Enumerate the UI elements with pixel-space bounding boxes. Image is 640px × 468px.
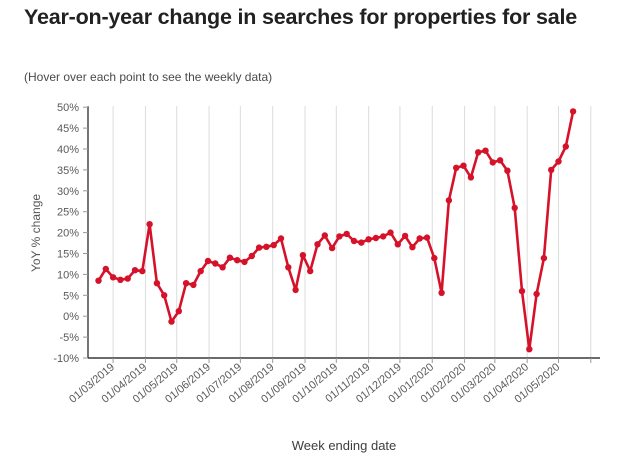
y-axis-ticks: -10% -5% 0% 5% 10% 15% 20% 25% 30% 35% 40% 45% 50% <box>53 102 88 365</box>
data-points <box>95 108 577 353</box>
data-point[interactable] <box>533 290 540 298</box>
data-point[interactable] <box>511 204 518 212</box>
data-point[interactable] <box>168 318 175 325</box>
data-point[interactable] <box>460 162 467 169</box>
data-line <box>97 110 575 351</box>
data-point[interactable] <box>153 280 161 287</box>
data-point[interactable] <box>540 254 548 262</box>
data-point[interactable] <box>270 241 277 249</box>
data-point[interactable] <box>307 267 314 275</box>
y-tick-label: 15% <box>57 249 79 261</box>
data-point[interactable] <box>569 108 577 115</box>
data-point[interactable] <box>292 286 299 294</box>
chart-subtitle: (Hover over each point to see the weekly… <box>24 70 273 84</box>
data-point[interactable] <box>372 234 380 242</box>
data-point[interactable] <box>241 258 248 266</box>
data-point[interactable] <box>555 158 562 165</box>
data-point[interactable] <box>321 232 328 239</box>
data-point[interactable] <box>350 237 358 245</box>
data-point[interactable] <box>401 232 409 240</box>
data-point[interactable] <box>394 241 401 248</box>
data-point[interactable] <box>504 167 511 174</box>
data-point[interactable] <box>139 267 146 275</box>
y-tick-label: 30% <box>57 186 79 198</box>
y-tick-label: 35% <box>57 165 79 177</box>
data-point[interactable] <box>161 292 168 299</box>
data-point[interactable] <box>124 275 131 282</box>
data-point[interactable] <box>226 254 234 261</box>
gridlines <box>112 106 592 358</box>
data-point[interactable] <box>95 277 102 284</box>
data-point[interactable] <box>562 143 569 150</box>
data-point[interactable] <box>489 159 496 166</box>
data-point[interactable] <box>182 280 190 287</box>
data-point[interactable] <box>277 235 285 242</box>
data-point[interactable] <box>496 157 504 164</box>
data-point[interactable] <box>197 267 204 275</box>
data-point[interactable] <box>467 174 475 181</box>
data-point[interactable] <box>255 244 263 251</box>
data-point[interactable] <box>146 221 153 228</box>
data-point[interactable] <box>438 289 445 296</box>
data-point[interactable] <box>328 244 336 252</box>
data-point[interactable] <box>343 230 350 238</box>
data-point[interactable] <box>175 308 182 315</box>
data-point[interactable] <box>190 281 197 289</box>
y-tick-label: -5% <box>59 332 79 344</box>
axes <box>87 106 600 359</box>
data-point[interactable] <box>248 252 255 260</box>
x-axis-ticks: 01/03/201901/04/201901/05/201901/06/2019… <box>67 358 592 406</box>
data-point[interactable] <box>212 260 219 267</box>
data-point[interactable] <box>482 147 489 154</box>
data-point[interactable] <box>219 264 226 271</box>
data-point[interactable] <box>109 274 117 281</box>
data-point[interactable] <box>358 239 365 246</box>
x-axis-title: Week ending date <box>292 438 397 453</box>
data-point[interactable] <box>526 346 533 353</box>
data-point[interactable] <box>131 267 139 274</box>
y-tick-label: 45% <box>57 123 79 135</box>
data-point[interactable] <box>285 264 292 271</box>
data-point[interactable] <box>387 229 394 236</box>
data-point[interactable] <box>299 252 307 259</box>
data-point[interactable] <box>445 197 453 204</box>
data-point[interactable] <box>548 166 555 174</box>
data-point[interactable] <box>314 241 321 248</box>
chart-title: Year-on-year change in searches for prop… <box>24 5 577 29</box>
data-point[interactable] <box>263 243 270 250</box>
data-point[interactable] <box>431 254 438 262</box>
y-tick-label: 5% <box>63 290 79 302</box>
data-point[interactable] <box>409 244 416 251</box>
y-tick-label: 25% <box>57 207 79 219</box>
y-tick-label: 50% <box>57 102 79 114</box>
data-point[interactable] <box>380 233 387 240</box>
y-tick-label: 20% <box>57 228 79 240</box>
y-axis-title: YoY % change <box>29 194 43 272</box>
data-point[interactable] <box>423 234 431 241</box>
data-point[interactable] <box>204 257 212 265</box>
data-point[interactable] <box>365 236 372 243</box>
data-point[interactable] <box>475 149 482 156</box>
data-point[interactable] <box>336 233 343 240</box>
y-tick-label: 10% <box>57 269 79 281</box>
data-point[interactable] <box>453 164 460 171</box>
data-point[interactable] <box>117 276 124 283</box>
y-tick-label: -10% <box>53 353 79 365</box>
y-tick-label: 0% <box>63 311 79 323</box>
data-point[interactable] <box>518 287 526 295</box>
data-point[interactable] <box>416 235 423 242</box>
y-tick-label: 40% <box>57 144 79 156</box>
data-point[interactable] <box>234 257 241 264</box>
data-point[interactable] <box>102 265 110 273</box>
